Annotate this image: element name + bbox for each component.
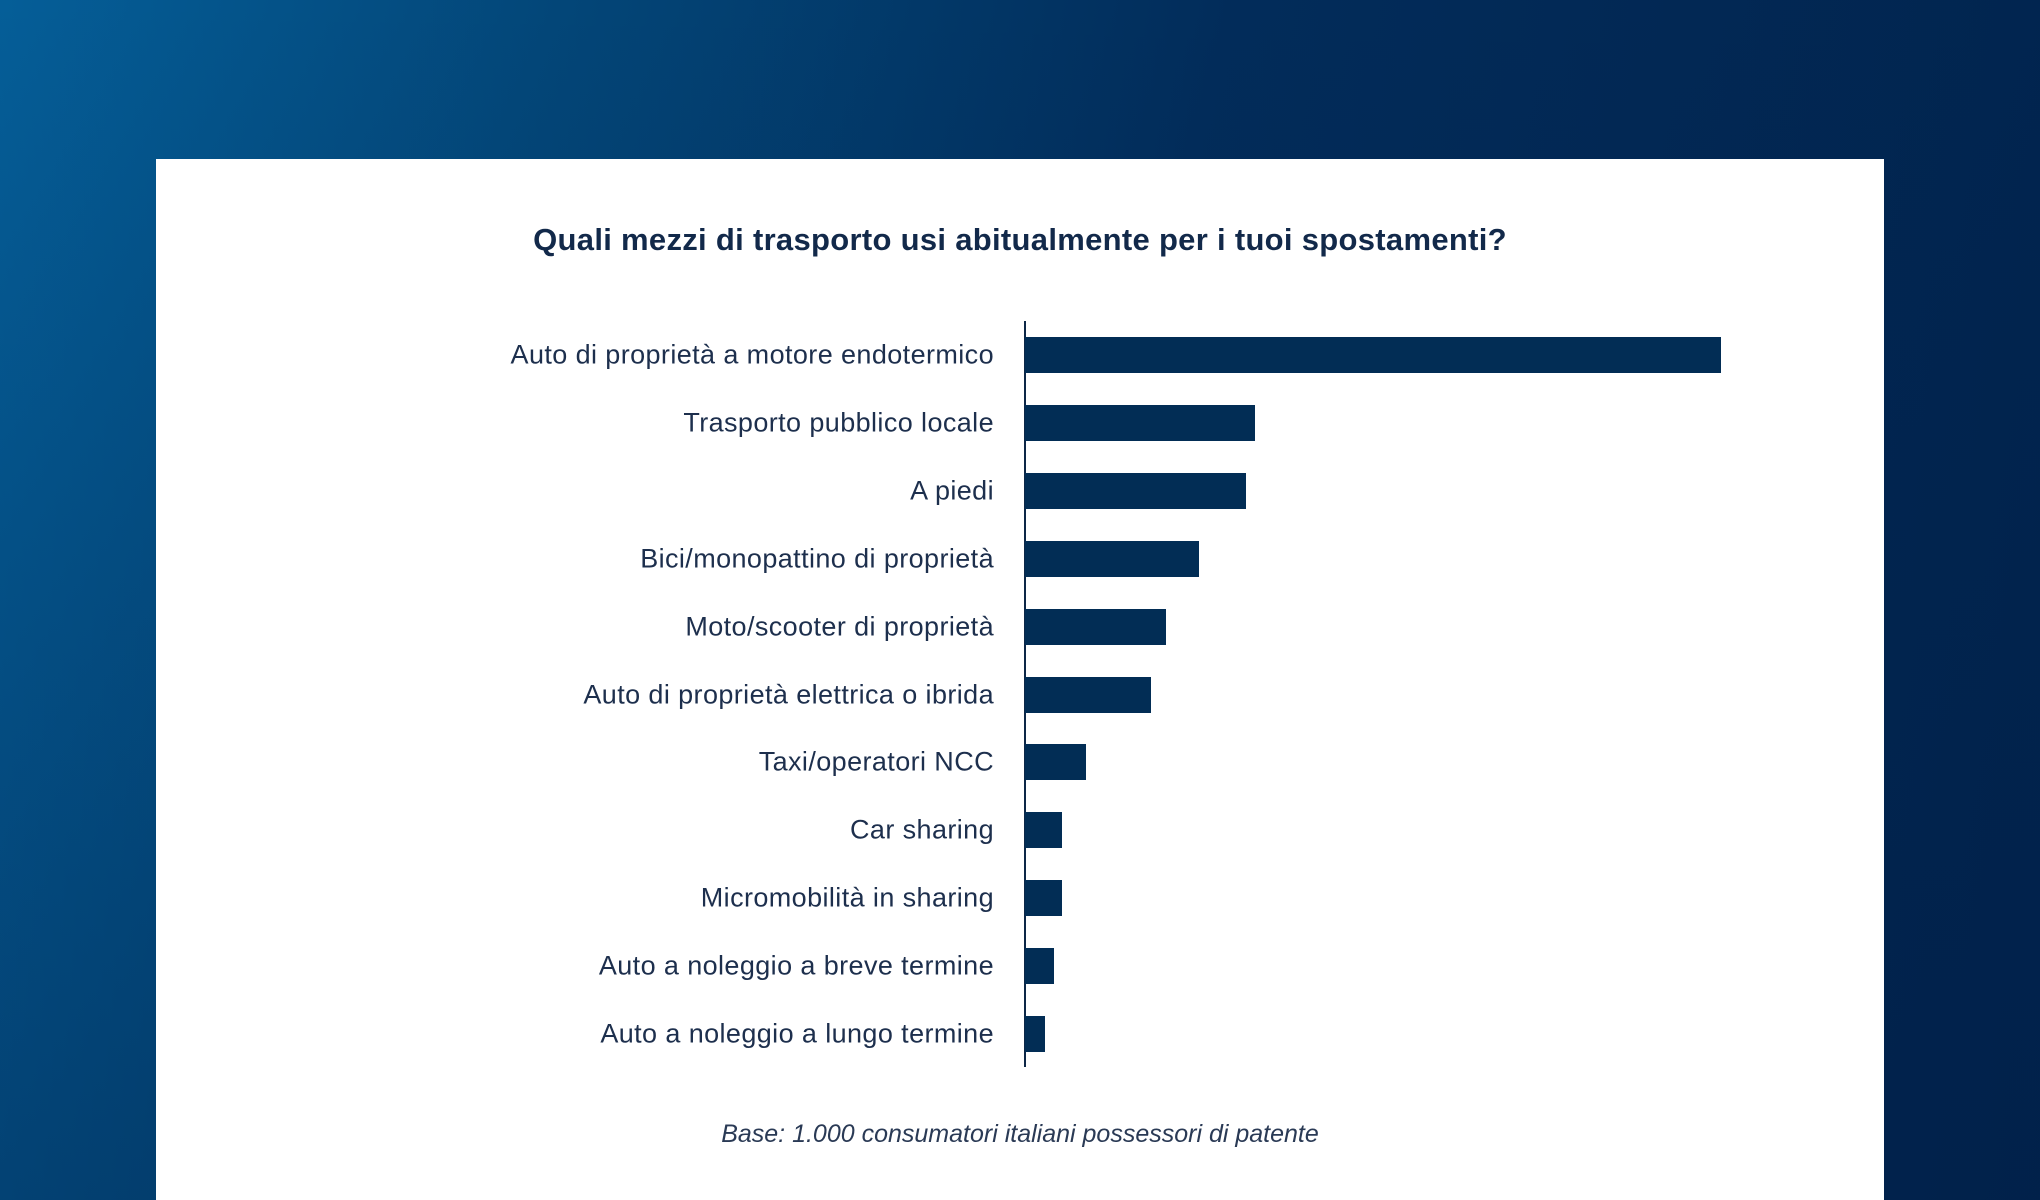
bar — [1025, 880, 1062, 917]
chart-card — [156, 159, 1884, 1200]
category-label: Bici/monopattino di proprietà — [640, 543, 994, 574]
category-label: Taxi/operatori NCC — [758, 746, 994, 777]
category-label: Moto/scooter di proprietà — [685, 611, 994, 642]
category-label: Auto a noleggio a lungo termine — [600, 1018, 994, 1049]
category-label: Trasporto pubblico locale — [683, 407, 994, 438]
bar — [1025, 1016, 1046, 1052]
bar — [1025, 608, 1167, 645]
footnote: Base: 1.000 consumatori italiani possess… — [721, 1120, 1319, 1148]
bar — [1025, 676, 1151, 713]
category-label: A piedi — [910, 475, 994, 506]
bar — [1025, 948, 1055, 985]
chart-title: Quali mezzi di trasporto usi abitualment… — [533, 222, 1507, 257]
category-label: Auto di proprietà elettrica o ibrida — [583, 679, 994, 709]
category-label: Auto a noleggio a breve termine — [598, 950, 994, 981]
bar — [1025, 404, 1255, 441]
category-label: Car sharing — [850, 814, 994, 845]
bar — [1025, 540, 1199, 577]
bar — [1025, 744, 1087, 781]
category-label: Micromobilità in sharing — [700, 882, 994, 913]
bar — [1025, 337, 1721, 373]
bar — [1025, 472, 1247, 509]
bar — [1025, 812, 1062, 849]
category-label: Auto di proprietà a motore endotermico — [510, 339, 994, 370]
